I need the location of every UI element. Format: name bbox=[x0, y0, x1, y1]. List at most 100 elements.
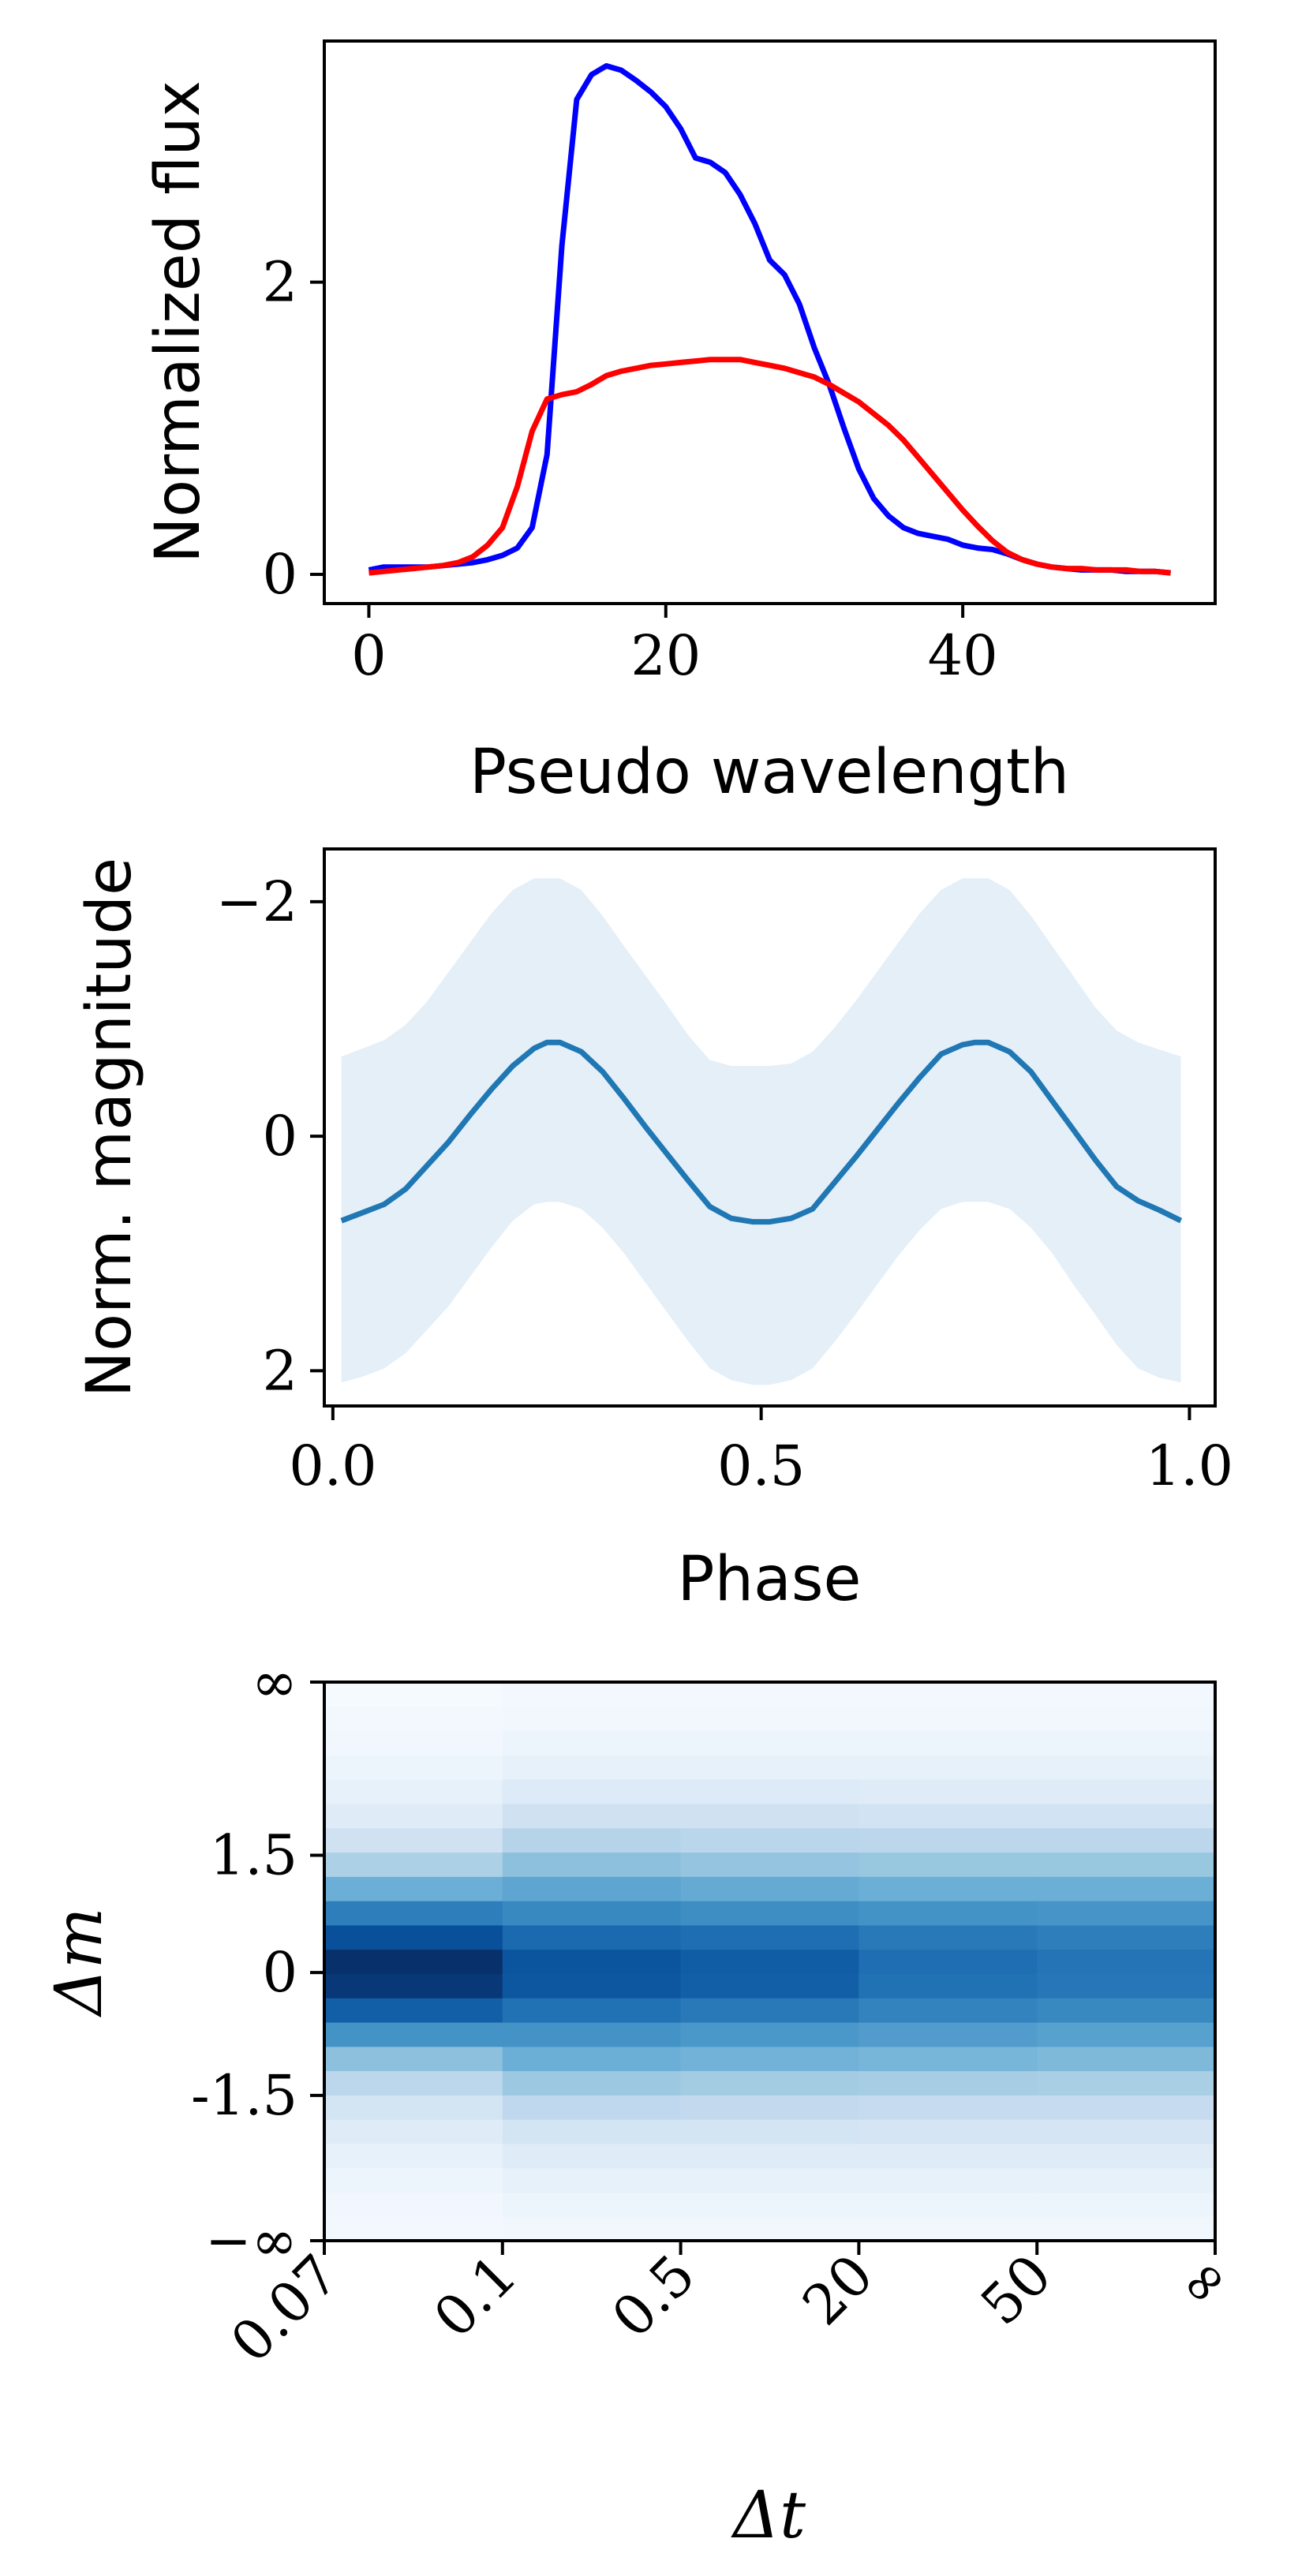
dmdt-cell bbox=[680, 2167, 859, 2193]
dmdt-plot-frame bbox=[323, 1681, 1217, 2242]
spectrum-plot-frame bbox=[323, 39, 1217, 605]
dmdt-cell bbox=[1037, 2143, 1216, 2169]
dmdt-cell bbox=[324, 2216, 503, 2241]
dmdt-cell bbox=[324, 1730, 503, 1755]
dmdt-cell bbox=[502, 1779, 682, 1804]
dmdt-cell bbox=[324, 2070, 503, 2096]
dmdt-cell bbox=[680, 2022, 859, 2047]
spectrum-ytick-label: 0 bbox=[262, 542, 297, 607]
dmdt-cell bbox=[324, 1876, 503, 1901]
dmdt-cell bbox=[502, 1998, 682, 2023]
dmdt-cell bbox=[858, 2192, 1038, 2217]
dmdt-cell bbox=[858, 2022, 1038, 2047]
dmdt-cell bbox=[680, 1706, 859, 1732]
dmdt-cell bbox=[502, 2046, 682, 2072]
dmdt-cell bbox=[502, 1755, 682, 1780]
dmdt-cell bbox=[502, 2095, 682, 2120]
dmdt-cell bbox=[858, 2167, 1038, 2193]
dmdt-cell bbox=[502, 1949, 682, 1974]
dmdt-ytick-label: 0 bbox=[262, 1940, 297, 2005]
dmdt-cell bbox=[502, 2070, 682, 2096]
dmdt-cell bbox=[1037, 2119, 1216, 2144]
dmdt-cell bbox=[680, 1901, 859, 1926]
dmdt-cell bbox=[324, 2167, 503, 2193]
dmdt-cell bbox=[680, 1779, 859, 1804]
dmdt-cell bbox=[680, 2192, 859, 2217]
dmdt-cell bbox=[680, 1730, 859, 1755]
dmdt-cell bbox=[1037, 1998, 1216, 2023]
dmdt-cell bbox=[502, 1924, 682, 1950]
lightcurve-ytick-label: 0 bbox=[262, 1104, 297, 1168]
dmdt-cell bbox=[680, 2046, 859, 2072]
dmdt-cell bbox=[858, 2216, 1038, 2241]
dmdt-cell bbox=[502, 2192, 682, 2217]
dmdt-cell bbox=[680, 2070, 859, 2096]
dmdt-cell bbox=[680, 1682, 859, 1707]
lightcurve-panel: 0.0 0.5 1.0 −2 0 2 Phase Norm. magnitude bbox=[74, 847, 1233, 1615]
dmdt-cell bbox=[680, 1852, 859, 1877]
dmdt-cell bbox=[680, 1755, 859, 1780]
dmdt-cell bbox=[1037, 1901, 1216, 1926]
dmdt-cell bbox=[858, 1706, 1038, 1732]
dmdt-cell bbox=[1037, 1973, 1216, 1998]
lightcurve-mean-line bbox=[340, 1039, 1183, 1225]
spectrum-series-red bbox=[368, 357, 1171, 576]
dmdt-cell bbox=[680, 1876, 859, 1901]
lightcurve-uncertainty-band bbox=[341, 878, 1181, 1385]
lightcurve-xtick-label: 1.0 bbox=[1146, 1434, 1233, 1498]
dmdt-cell bbox=[1037, 2167, 1216, 2193]
dmdt-cell bbox=[324, 1924, 503, 1950]
dmdt-cell bbox=[502, 1827, 682, 1853]
dmdt-cell bbox=[1037, 1876, 1216, 1901]
dmdt-cell bbox=[858, 1730, 1038, 1755]
spectrum-panel: 0 20 40 0 2 Pseudo wavelength Normalized flu… bbox=[143, 39, 1217, 808]
dmdt-cell bbox=[502, 1973, 682, 1998]
spectrum-xtick-label: 40 bbox=[928, 623, 998, 688]
dmdt-cell bbox=[324, 1901, 503, 1926]
dmdt-cell bbox=[680, 1998, 859, 2023]
dmdt-cell bbox=[1037, 1803, 1216, 1829]
dmdt-cell bbox=[324, 2095, 503, 2120]
dmdt-ytick-label: −∞ bbox=[205, 2208, 297, 2273]
dmdt-cell bbox=[502, 2167, 682, 2193]
dmdt-cell bbox=[502, 2119, 682, 2144]
dmdt-cell bbox=[324, 1852, 503, 1877]
dmdt-ytick-label: 1.5 bbox=[210, 1823, 297, 1887]
dmdt-cell bbox=[680, 1803, 859, 1829]
lightcurve-ytick-label: −2 bbox=[216, 869, 297, 934]
dmdt-cell bbox=[858, 2119, 1038, 2144]
dmdt-cell bbox=[1037, 2046, 1216, 2072]
dmdt-xtick-label: 0.1 bbox=[421, 2242, 529, 2350]
dmdt-cell bbox=[858, 1973, 1038, 1998]
dmdt-cell bbox=[324, 1779, 503, 1804]
dmdt-cell bbox=[1037, 2095, 1216, 2120]
dmdt-xtick-label: 0.5 bbox=[600, 2242, 708, 2350]
spectrum-ylabel: Normalized flux bbox=[143, 80, 214, 563]
dmdt-cell bbox=[502, 1803, 682, 1829]
dmdt-cell bbox=[858, 1949, 1038, 1974]
dmdt-cell bbox=[324, 1706, 503, 1732]
dmdt-cell bbox=[324, 2143, 503, 2169]
dmdt-cell bbox=[858, 1901, 1038, 1926]
dmdt-cell bbox=[858, 1755, 1038, 1780]
dmdt-cell bbox=[858, 2143, 1038, 2169]
dmdt-cell bbox=[858, 2046, 1038, 2072]
dmdt-cell bbox=[324, 2119, 503, 2144]
dmdt-cell bbox=[1037, 1755, 1216, 1780]
dmdt-cell bbox=[858, 1827, 1038, 1853]
dmdt-cell bbox=[1037, 2070, 1216, 2096]
spectrum-xtick-label: 20 bbox=[630, 623, 701, 688]
dmdt-cell bbox=[324, 2022, 503, 2047]
lightcurve-xtick-label: 0.5 bbox=[717, 1434, 805, 1498]
lightcurve-xlabel: Phase bbox=[678, 1544, 862, 1615]
dmdt-cell bbox=[502, 1730, 682, 1755]
dmdt-cell bbox=[680, 1949, 859, 1974]
dmdt-xtick-label: 50 bbox=[968, 2242, 1064, 2338]
dmdt-cell bbox=[680, 2143, 859, 2169]
dmdt-ytick-label: ∞ bbox=[252, 1650, 297, 1714]
dmdt-cell bbox=[1037, 1827, 1216, 1853]
dmdt-cell bbox=[680, 2119, 859, 2144]
dmdt-cell bbox=[324, 2046, 503, 2072]
dmdt-cell bbox=[680, 1827, 859, 1853]
dmdt-cell bbox=[324, 1949, 503, 1974]
